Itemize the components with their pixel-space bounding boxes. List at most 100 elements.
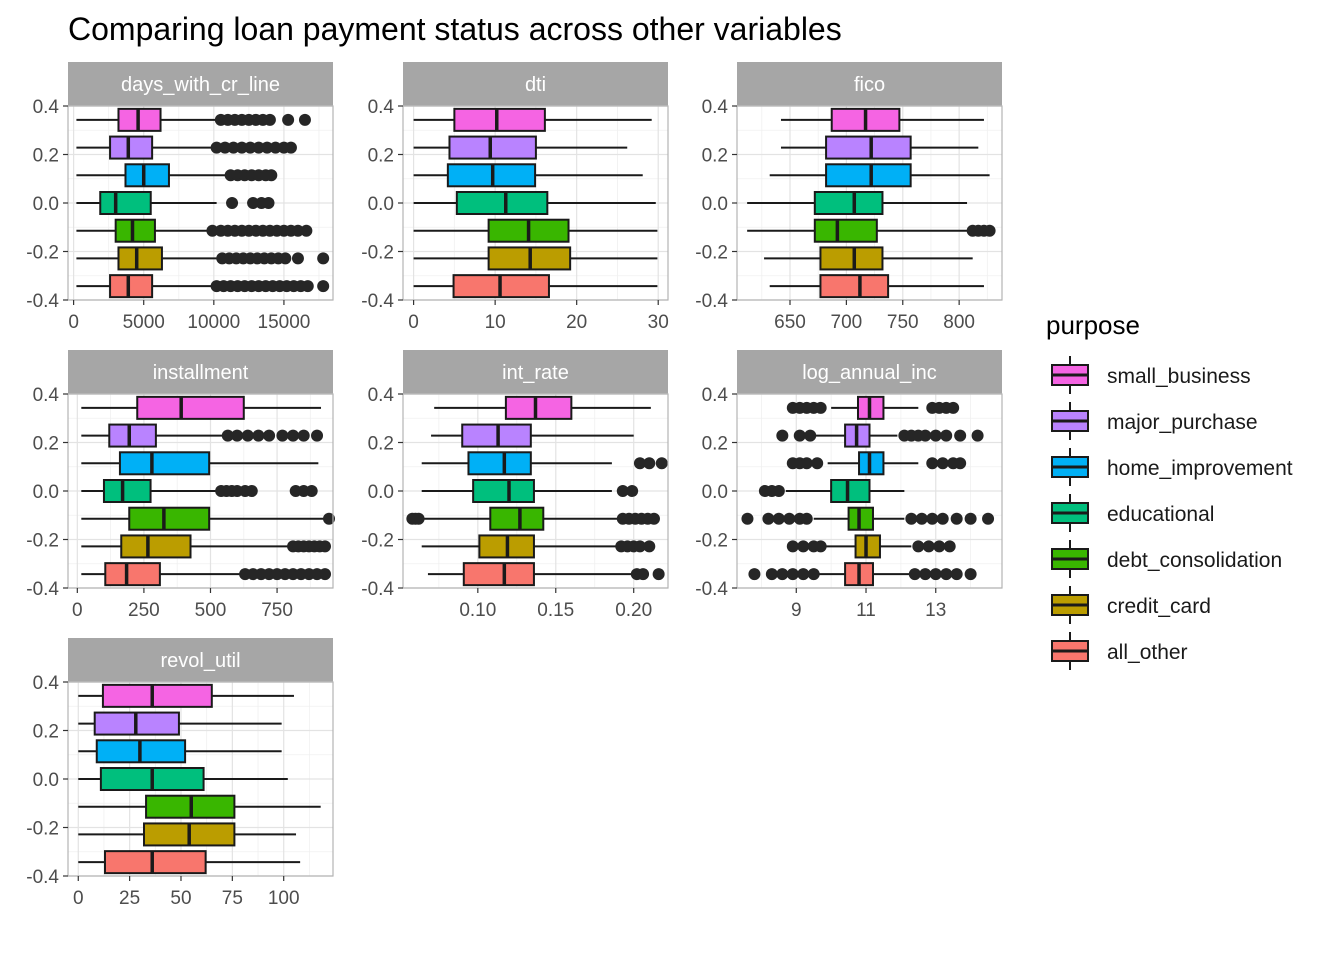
- strip-background: [737, 350, 1002, 394]
- box-debt_consolidation: [747, 218, 996, 243]
- outlier-point: [783, 512, 796, 525]
- box-educational: [78, 767, 288, 791]
- strip-label: int_rate: [502, 362, 569, 384]
- outlier-point: [772, 485, 785, 497]
- x-tick-label: 0.10: [459, 600, 496, 621]
- y-tick-label: 0.4: [33, 673, 60, 694]
- strip-background: [68, 350, 333, 394]
- legend-label: educational: [1107, 503, 1214, 526]
- y-tick-label: 0.0: [368, 194, 394, 215]
- box-iqr: [103, 850, 207, 875]
- box-iqr: [813, 218, 878, 243]
- strip-background: [403, 350, 668, 394]
- box-educational: [81, 479, 318, 503]
- box-iqr: [118, 451, 211, 476]
- box-iqr: [819, 246, 884, 271]
- y-tick-label: -0.4: [26, 291, 59, 312]
- y-tick-label: -0.4: [361, 579, 394, 600]
- box-major_purchase: [413, 135, 628, 160]
- y-tick-label: 0.4: [368, 385, 395, 406]
- box-credit_card: [786, 534, 956, 559]
- box-iqr: [819, 274, 890, 299]
- outlier-point: [298, 113, 311, 126]
- outlier-point: [936, 512, 949, 525]
- outlier-point: [797, 540, 810, 553]
- outlier-point: [221, 429, 234, 442]
- strip-label: dti: [525, 74, 546, 96]
- x-tick-label: 50: [170, 888, 191, 909]
- outlier-point: [971, 429, 984, 442]
- box-iqr: [109, 135, 154, 160]
- chart-title: Comparing loan payment status across oth…: [68, 11, 842, 47]
- outlier-point: [964, 568, 977, 581]
- y-tick-label: -0.4: [695, 291, 728, 312]
- outlier-point: [245, 485, 258, 497]
- y-tick-label: 0.0: [368, 482, 394, 503]
- outlier-point: [940, 568, 953, 581]
- outlier-point: [287, 429, 300, 442]
- box-credit_card: [81, 534, 332, 559]
- box-home_improvement: [421, 451, 668, 476]
- legend-label: credit_card: [1107, 595, 1211, 618]
- outlier-point: [954, 429, 967, 442]
- box-debt_consolidation: [741, 506, 995, 531]
- box-iqr: [114, 218, 156, 243]
- y-tick-label: 0.0: [33, 194, 59, 215]
- box-home_improvement: [81, 451, 319, 476]
- x-tick-label: 75: [222, 888, 243, 909]
- box-debt_consolidation: [406, 506, 660, 531]
- x-tick-label: 5000: [123, 312, 165, 333]
- outlier-point: [982, 512, 995, 525]
- y-tick-label: 0.4: [33, 385, 60, 406]
- outlier-point: [919, 568, 932, 581]
- x-tick-label: 0.15: [537, 600, 574, 621]
- outlier-point: [912, 540, 925, 553]
- y-tick-label: -0.2: [361, 531, 394, 552]
- box-all_other: [81, 562, 332, 587]
- legend-label: all_other: [1107, 641, 1188, 664]
- x-tick-label: 15000: [258, 312, 311, 333]
- outlier-point: [263, 429, 276, 442]
- outlier-point: [637, 568, 650, 581]
- box-iqr: [136, 395, 245, 420]
- y-tick-label: 0.2: [33, 146, 59, 167]
- box-major_purchase: [776, 423, 984, 448]
- box-iqr: [104, 562, 161, 587]
- outlier-point: [776, 429, 789, 442]
- outlier-point: [947, 401, 960, 414]
- box-iqr: [455, 191, 549, 215]
- outlier-point: [319, 540, 332, 553]
- x-tick-label: 100: [268, 888, 300, 909]
- strip-label: log_annual_inc: [802, 362, 937, 384]
- outlier-point: [305, 485, 318, 497]
- outlier-point: [261, 141, 274, 154]
- outlier-point: [983, 224, 996, 237]
- facet-panel-days_with_cr_line: days_with_cr_line 0.4 0.2 0.0 -0.2 -0.4 0 5000 1…: [26, 62, 334, 333]
- outlier-point: [765, 568, 778, 581]
- y-tick-label: 0.0: [33, 770, 59, 791]
- box-all_other: [413, 274, 658, 299]
- box-iqr: [453, 107, 546, 132]
- box-all_other: [769, 274, 984, 299]
- legend-entry-home_improvement: home_improvement: [1051, 448, 1293, 486]
- strip-background: [403, 62, 668, 106]
- legend-label: small_business: [1107, 365, 1251, 388]
- box-home_improvement: [769, 163, 990, 188]
- legend-title: purpose: [1046, 310, 1140, 340]
- outlier-point: [633, 457, 646, 470]
- box-debt_consolidation: [81, 506, 336, 531]
- legend-label: debt_consolidation: [1107, 549, 1282, 572]
- box-iqr: [467, 451, 532, 476]
- y-tick-label: 0.2: [368, 146, 394, 167]
- box-iqr: [489, 506, 545, 531]
- y-tick-label: -0.2: [361, 243, 394, 264]
- box-major_purchase: [780, 135, 979, 160]
- facet-panel-log_annual_inc: log_annual_inc 0.4 0.2 0.0 -0.2 -0.4 9 11 13: [695, 350, 1003, 621]
- box-iqr: [108, 423, 157, 448]
- outlier-point: [814, 401, 827, 414]
- x-tick-label: 11: [856, 600, 876, 621]
- outlier-point: [943, 540, 956, 553]
- box-iqr: [124, 163, 170, 188]
- box-major_purchase: [431, 423, 634, 448]
